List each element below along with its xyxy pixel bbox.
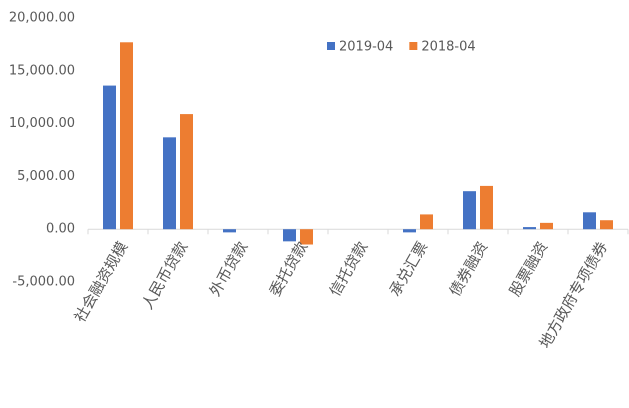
- bar: [420, 214, 433, 230]
- bar: [180, 114, 193, 230]
- bar: [283, 229, 296, 242]
- x-tick-label: 外币贷款: [206, 238, 252, 299]
- bar: [300, 229, 313, 245]
- x-tick-label: 人民币贷款: [138, 238, 191, 312]
- x-tick-label: 承兑汇票: [386, 238, 432, 299]
- x-tick-label: 债券融资: [446, 238, 492, 299]
- y-tick-label: 20,000.00: [9, 11, 75, 26]
- bar: [480, 185, 493, 230]
- bar: [600, 220, 613, 230]
- legend-swatch: [327, 42, 335, 50]
- bar: [223, 229, 236, 233]
- x-tick-label: 地方政府专项债券: [536, 238, 612, 351]
- legend-swatch: [409, 42, 418, 50]
- bar: [403, 229, 416, 233]
- x-tick-label: 信托贷款: [326, 238, 372, 299]
- x-tick-label: 社会融资规模: [71, 238, 132, 325]
- y-tick-label: 0.00: [46, 222, 75, 237]
- y-tick-label: -5,000.00: [12, 275, 75, 290]
- bar: [463, 191, 476, 230]
- y-tick-label: 10,000.00: [9, 116, 75, 131]
- y-tick-label: 5,000.00: [17, 169, 75, 184]
- bar: [103, 85, 116, 230]
- bar: [163, 137, 176, 230]
- y-tick-label: 15,000.00: [9, 63, 75, 78]
- x-tick-label: 股票融资: [506, 238, 552, 299]
- bar: [523, 227, 536, 230]
- x-tick-label: 委托贷款: [266, 238, 312, 299]
- legend-label: 2018-04: [421, 40, 475, 55]
- bar: [120, 42, 133, 230]
- legend-label: 2019-04: [339, 40, 393, 55]
- bar: [540, 222, 553, 230]
- bar: [583, 212, 596, 230]
